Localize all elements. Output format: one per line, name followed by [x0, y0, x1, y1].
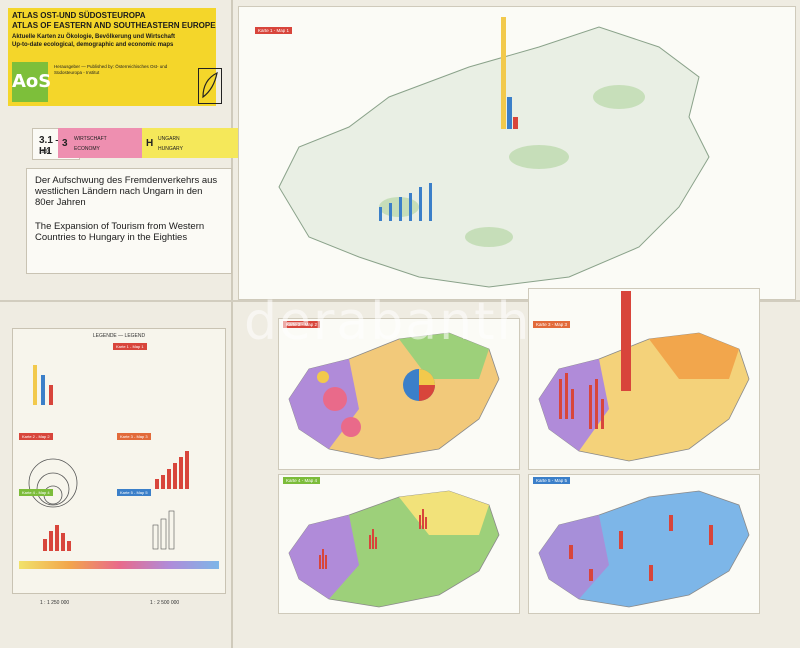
legend-map2-chip: Karte 2 - Map 2 [19, 433, 53, 440]
aos-logo: AoS [12, 62, 51, 102]
map2-hungary [288, 332, 500, 460]
legend-map4-chip: Karte 4 - Map 4 [19, 489, 53, 496]
legend-map3-chip: Karte 3 - Map 3 [117, 433, 151, 440]
scale-right: 1 : 2 500 000 [150, 600, 180, 606]
atlas-title-en: ATLAS OF EASTERN AND SOUTHEASTERN EUROPE [12, 21, 216, 30]
map5-hungary [538, 490, 750, 608]
fold-line-vertical [231, 0, 233, 648]
leaf-icon [198, 68, 222, 104]
legend-map5-histogram [152, 510, 175, 550]
watermark: derabanth [244, 292, 532, 352]
map5-sheet: Karte 5 - Map 5 [528, 474, 760, 614]
legend-circle-symbols [28, 458, 78, 508]
theme-box: 3 WIRTSCHAFT ECONOMY [58, 128, 158, 158]
map3-hungary [538, 291, 750, 462]
map4-hungary [288, 490, 500, 608]
map3-label: Karte 3 - Map 3 [533, 321, 571, 328]
map2-label: Karte 2 - Map 2 [283, 321, 321, 328]
map1-hungary [278, 17, 710, 288]
sheet-title-block: Der Aufschwung des Fremdenverkehrs aus w… [26, 168, 232, 274]
map1-label: Karte 1 - Map 1 [255, 27, 293, 34]
legend-map1-chip: Karte 1 - Map 1 [113, 343, 147, 350]
legend-bar-symbols [33, 365, 53, 405]
scale-left: 1 : 1 250 000 [40, 600, 70, 606]
map2-sheet: Karte 2 - Map 2 [278, 318, 520, 470]
map4-sheet: Karte 4 - Map 4 [278, 474, 520, 614]
map4-label: Karte 4 - Map 4 [283, 477, 321, 484]
fold-line-horizontal [0, 300, 800, 302]
atlas-title-de: ATLAS OST-UND SÜDOSTEUROPA [12, 11, 146, 20]
atlas-subtitle-de: Aktuelle Karten zu Ökologie, Bevölkerung… [12, 34, 175, 40]
publisher-text: Herausgeber — Published by: Österreichis… [54, 64, 168, 75]
atlas-title-block: ATLAS OST-UND SÜDOSTEUROPA ATLAS OF EAST… [8, 8, 222, 106]
legend-map5-chip: Karte 5 - Map 5 [117, 489, 151, 496]
map1-sheet: Karte 1 - Map 1 [238, 6, 796, 300]
legend-bar-chart-sample [155, 451, 189, 489]
map3-sheet: Karte 3 - Map 3 [528, 288, 760, 470]
title-de: Der Aufschwung des Fremdenverkehrs aus w… [35, 175, 218, 208]
region-box: H UNGARN HUNGARY [142, 128, 242, 158]
atlas-subtitle-en: Up-to-date ecological, demographic and e… [12, 42, 174, 48]
legend-map4-histogram [43, 525, 71, 551]
legend-title: LEGENDE — LEGEND [92, 333, 146, 339]
legend-color-scale [19, 561, 219, 569]
map5-label: Karte 5 - Map 5 [533, 477, 571, 484]
legend-panel: LEGENDE — LEGEND Karte 1 - Map 1 Karte 2… [12, 328, 226, 594]
title-en: The Expansion of Tourism from Western Co… [35, 221, 205, 243]
